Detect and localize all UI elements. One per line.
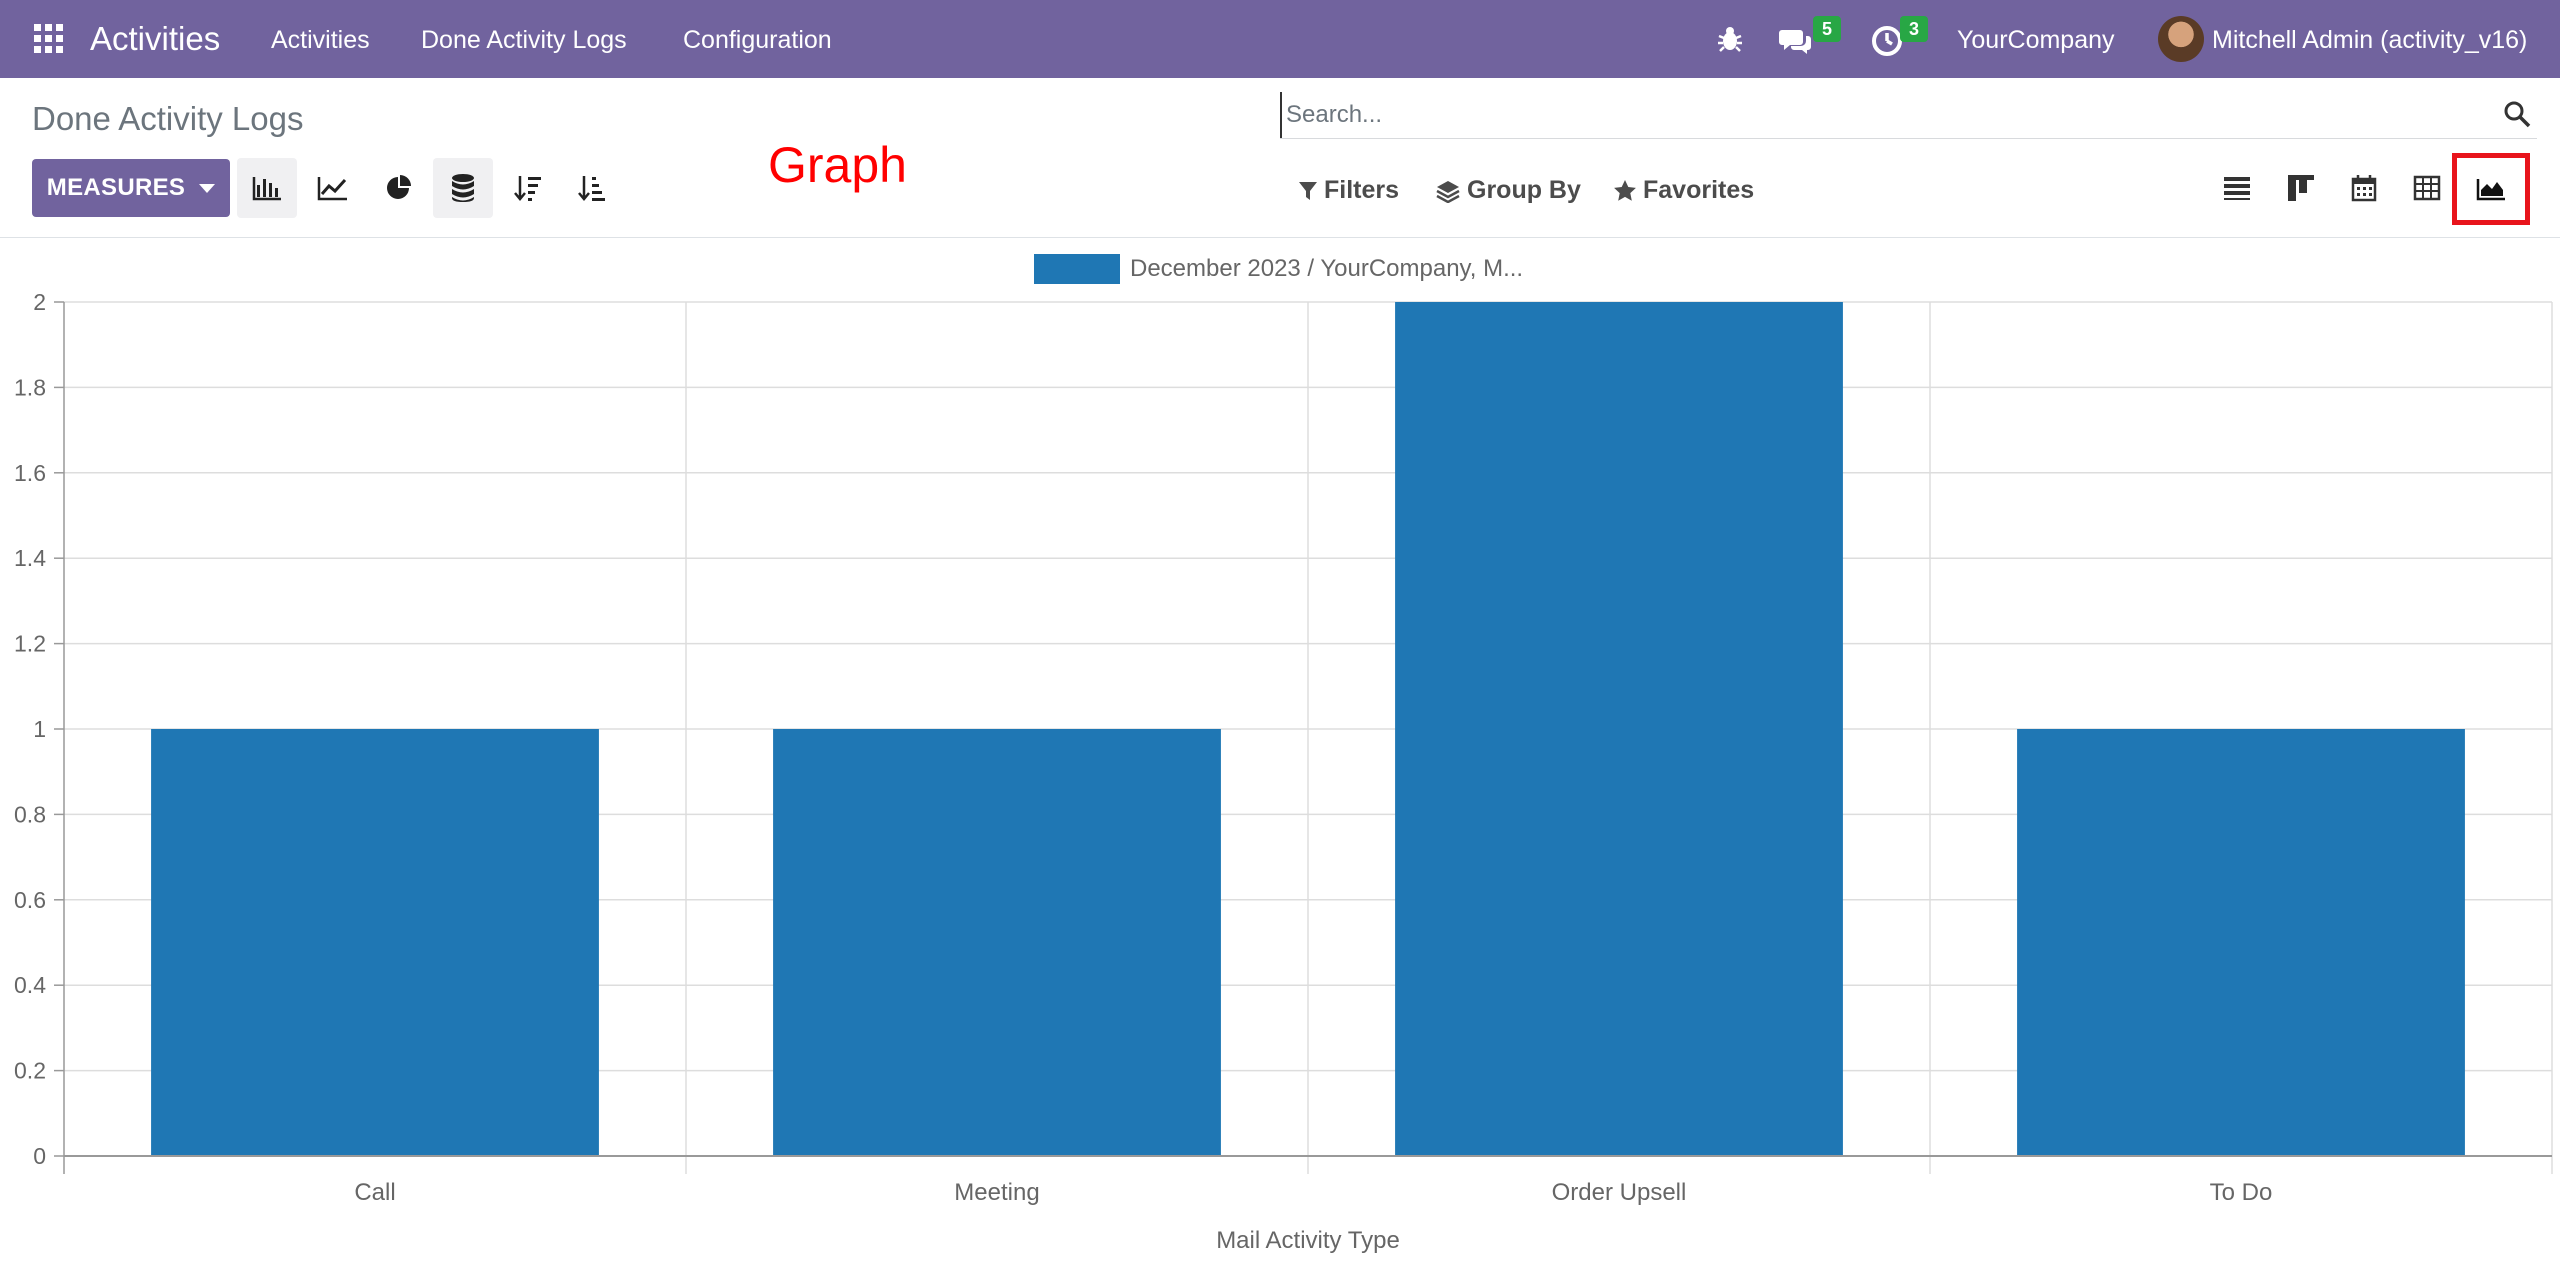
- x-tick-label: Order Upsell: [1552, 1179, 1687, 1206]
- area-chart-icon: [2476, 179, 2505, 201]
- y-tick-label: 0.6: [14, 887, 46, 913]
- pie-chart-button[interactable]: [369, 158, 429, 218]
- graph-view-button[interactable]: [2452, 153, 2530, 225]
- kanban-view-icon: [2288, 175, 2314, 201]
- y-tick-label: 2: [33, 289, 46, 315]
- menu-done-activity-logs[interactable]: Done Activity Logs: [421, 26, 627, 54]
- y-tick-label: 0.8: [14, 801, 46, 827]
- sort-descending-icon: [514, 176, 541, 201]
- y-tick-label: 1.4: [14, 545, 46, 571]
- measures-label: MEASURES: [46, 174, 186, 201]
- legend-series-label: December 2023 / YourCompany, M...: [1130, 255, 1524, 282]
- search-icon[interactable]: [2503, 100, 2531, 133]
- layers-icon: [1436, 180, 1460, 203]
- list-view-icon: [2224, 177, 2250, 200]
- y-tick-label: 0.2: [14, 1058, 46, 1084]
- y-tick-label: 1.8: [14, 374, 46, 400]
- x-tick-label: Call: [354, 1179, 395, 1206]
- favorites-label: Favorites: [1643, 176, 1755, 204]
- filters-label: Filters: [1324, 176, 1400, 204]
- page-title: Done Activity Logs: [32, 100, 304, 137]
- top-navbar: Activities Activities Done Activity Logs…: [0, 0, 2560, 78]
- company-switcher[interactable]: YourCompany: [1957, 26, 2115, 54]
- chart-legend[interactable]: December 2023 / YourCompany, M...: [1034, 254, 1523, 284]
- search-input[interactable]: [1280, 92, 2478, 138]
- legend-swatch: [1034, 254, 1120, 284]
- menu-configuration[interactable]: Configuration: [683, 26, 832, 54]
- messages-chat-icon[interactable]: [1778, 26, 1814, 61]
- bar-order-upsell[interactable]: [1395, 302, 1843, 1156]
- calendar-view-icon: [2351, 175, 2377, 202]
- database-stack-icon: [452, 174, 474, 202]
- bar-call[interactable]: [151, 729, 599, 1156]
- calendar-view-button[interactable]: [2335, 160, 2393, 216]
- sort-ascending-icon: [578, 176, 605, 201]
- y-tick-label: 1.6: [14, 460, 46, 486]
- menu-activities[interactable]: Activities: [271, 26, 370, 54]
- activities-clock-icon[interactable]: [1871, 25, 1903, 62]
- y-tick-label: 1.2: [14, 631, 46, 657]
- x-tick-label: To Do: [2210, 1179, 2273, 1206]
- bar-chart-icon: [252, 177, 281, 201]
- user-menu[interactable]: Mitchell Admin (activity_v16): [2212, 26, 2528, 54]
- kanban-view-button[interactable]: [2272, 160, 2330, 216]
- x-tick-label: Meeting: [954, 1179, 1039, 1206]
- graph-annotation-label: Graph: [768, 137, 907, 193]
- debug-bug-icon[interactable]: [1716, 24, 1744, 59]
- list-view-button[interactable]: [2208, 160, 2266, 216]
- favorites-button[interactable]: Favorites: [1613, 176, 1754, 205]
- y-tick-label: 0: [33, 1143, 46, 1169]
- caret-down-icon: [199, 183, 216, 193]
- apps-menu-icon[interactable]: [34, 24, 64, 54]
- bar-chart: 0 0.2 0.4 0.6 0.8 1 1.2 1.4 1.6 1.8 2 Call Meeting O…: [14, 289, 2553, 1254]
- sort-ascending-button[interactable]: [562, 158, 622, 218]
- group-by-label: Group By: [1467, 176, 1581, 204]
- filters-button[interactable]: Filters: [1298, 176, 1399, 205]
- control-panel-divider: [0, 237, 2560, 238]
- y-tick-label: 1: [33, 716, 46, 742]
- messages-count-badge: 5: [1813, 16, 1841, 42]
- line-chart-button[interactable]: [303, 158, 363, 218]
- activities-count-badge: 3: [1900, 16, 1928, 42]
- stacked-button[interactable]: [433, 158, 493, 218]
- bar-meeting[interactable]: [773, 729, 1221, 1156]
- pivot-view-button[interactable]: [2398, 160, 2456, 216]
- star-icon: [1614, 179, 1636, 201]
- app-brand[interactable]: Activities: [90, 20, 221, 57]
- y-tick-label: 0.4: [14, 972, 46, 998]
- line-chart-icon: [317, 177, 347, 201]
- measures-button[interactable]: MEASURES: [32, 159, 230, 217]
- group-by-button[interactable]: Group By: [1435, 176, 1581, 205]
- bar-to-do[interactable]: [2017, 729, 2465, 1156]
- filter-funnel-icon: [1299, 181, 1317, 200]
- sort-descending-button[interactable]: [498, 158, 558, 218]
- user-avatar[interactable]: [2158, 16, 2204, 62]
- x-axis-title: Mail Activity Type: [1216, 1227, 1400, 1254]
- pivot-table-icon: [2413, 175, 2441, 201]
- pie-chart-icon: [387, 175, 411, 199]
- search-bar: [1280, 92, 2537, 139]
- bar-chart-button[interactable]: [237, 158, 297, 218]
